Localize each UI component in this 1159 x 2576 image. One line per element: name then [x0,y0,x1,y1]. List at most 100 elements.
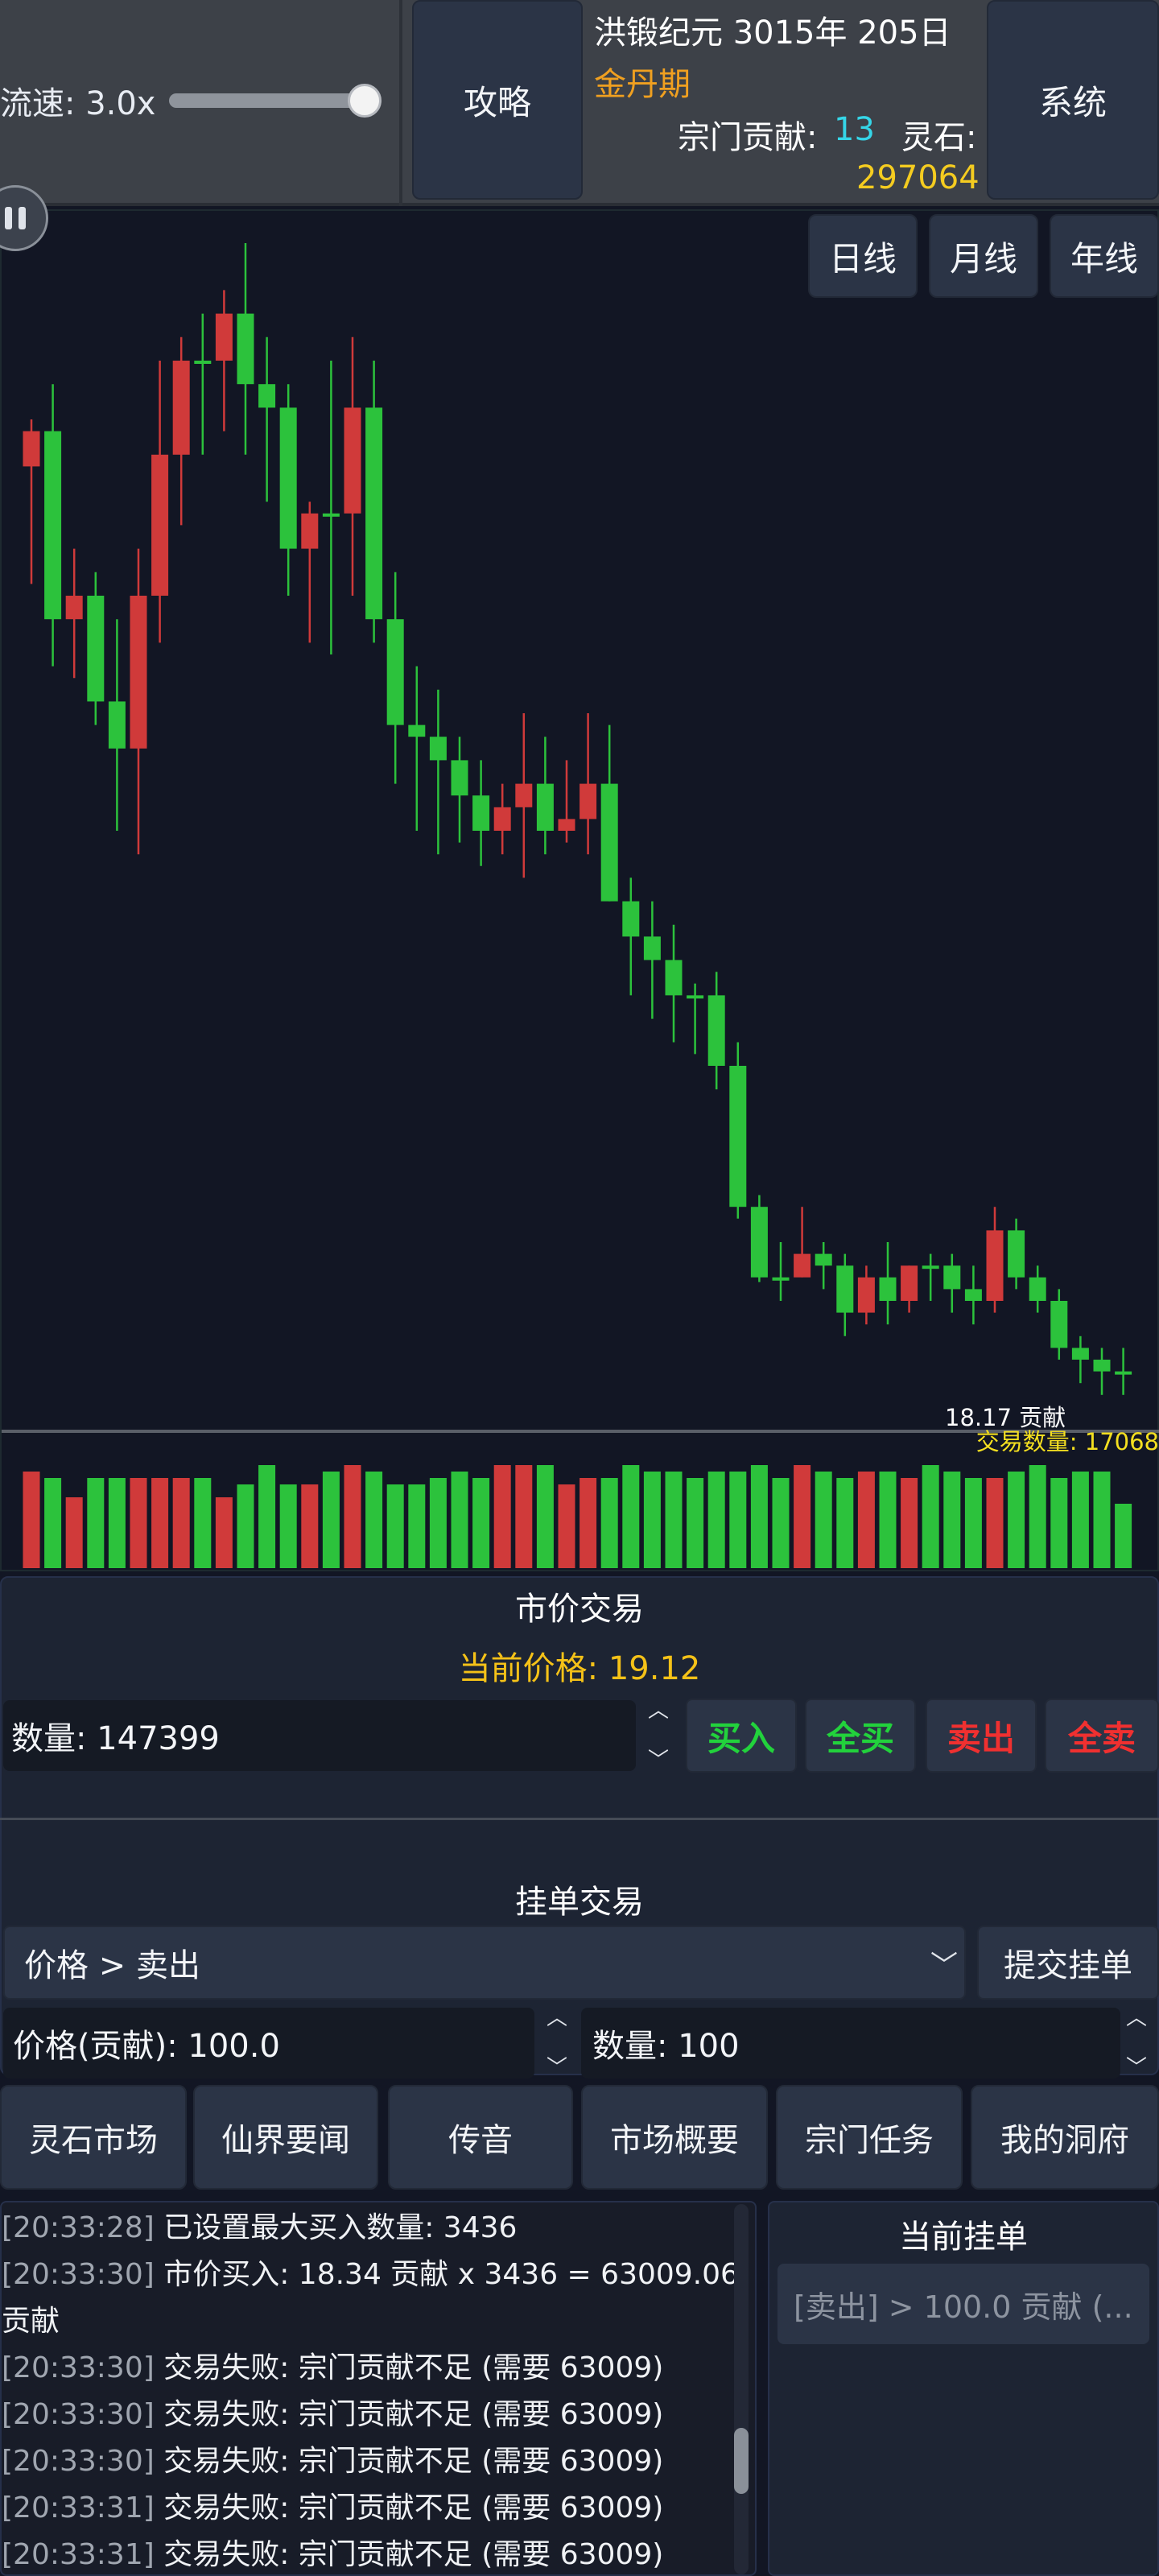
log-time: [20:33:30] [2,2445,155,2478]
volume-bar [964,1478,982,1568]
cultivation-realm: 金丹期 [594,66,691,103]
candle-body [322,513,340,517]
speed-slider-handle[interactable] [348,84,382,118]
log-line: [20:33:30] 交易失败: 宗门贡献不足 (需要 63009) [2,2438,663,2479]
volume-bar [279,1484,297,1568]
tab-spirit-stone-market[interactable]: 灵石市场 [0,2085,187,2190]
volume-bar [472,1478,490,1568]
guide-button[interactable]: 攻略 [412,0,583,200]
volume-bar [108,1478,126,1568]
tab-market-overview[interactable]: 市场概要 [581,2085,768,2190]
order-price-input[interactable]: 价格(贡献): 100.0 [3,2008,534,2079]
candle-body [237,313,254,385]
submit-order-button[interactable]: 提交挂单 [977,1926,1159,2000]
candle-body [558,819,575,831]
log-time: [20:33:30] [2,2351,155,2384]
price-chart [0,209,1159,1571]
spirit-stone-label: 灵石: [901,119,977,156]
log-scrollbar[interactable] [734,2204,749,2574]
chevron-up-icon[interactable]: ︿ [1125,2006,1147,2030]
volume-bar [408,1484,426,1568]
volume-bar [643,1472,661,1568]
chevron-down-icon[interactable]: ﹀ [546,2056,567,2080]
candle-body [493,807,511,831]
speed-label: 流速: 3.0x [0,85,156,122]
volume-bar [172,1478,190,1568]
log-time: [20:33:28] [2,2211,155,2244]
volume-bar [365,1472,383,1568]
candle-body [750,1207,768,1278]
candle-body [451,760,468,796]
volume-bar [943,1472,961,1568]
order-price-stepper[interactable]: ︿ ﹀ [546,2008,568,2079]
contribution-label: 宗门贡献: [678,119,818,156]
candle-body [879,1277,897,1301]
log-text: 交易失败: 宗门贡献不足 (需要 63009) [154,2351,664,2384]
candle-body [279,407,297,549]
tab-my-cave[interactable]: 我的洞府 [971,2085,1159,2190]
buy-button[interactable]: 买入 [686,1699,797,1773]
chevron-down-icon[interactable]: ﹀ [1125,2056,1147,2080]
candle-body [87,596,105,702]
message-log[interactable]: [20:33:28] 已设置最大买入数量: 3436 [20:33:30] 市价… [0,2201,757,2576]
log-scrollbar-thumb[interactable] [734,2428,749,2494]
candle-body [1071,1348,1089,1360]
volume-bar [65,1497,83,1568]
bottom-tabs: 灵石市场 仙界要闻 传音 市场概要 宗门任务 我的洞府 [0,2085,1159,2193]
volume-bar [815,1472,832,1568]
volume-bar [707,1472,725,1568]
volume-bar [687,1478,704,1568]
candle-body [964,1289,982,1301]
pause-button[interactable] [0,185,48,251]
volume-bar [1008,1472,1025,1568]
chevron-down-icon[interactable]: ﹀ [930,1950,958,1982]
log-line: 贡献 [2,2297,60,2339]
candle-body [943,1265,961,1290]
volume-bar [322,1472,340,1568]
order-amount-stepper[interactable]: ︿ ﹀ [1125,2008,1148,2079]
sell-all-button[interactable]: 全卖 [1045,1699,1159,1773]
candle-body [922,1265,939,1269]
volume-bar [879,1472,897,1568]
order-amount-input[interactable]: 数量: 100 [581,2008,1120,2079]
period-button-day[interactable]: 日线 [808,214,918,298]
log-time: [20:33:30] [2,2398,155,2431]
log-text: 市价买入: 18.34 贡献 x 3436 = 63009.06 [154,2258,739,2291]
volume-bar [580,1478,597,1568]
candle-body [622,901,640,937]
candle-body [215,313,233,361]
chevron-up-icon[interactable]: ︿ [647,1699,669,1723]
volume-bar [665,1472,683,1568]
system-button[interactable]: 系统 [987,0,1159,200]
speed-slider-track[interactable] [169,93,380,108]
volume-bar [729,1472,747,1568]
sell-button[interactable]: 卖出 [926,1699,1037,1773]
volume-bar [901,1478,918,1568]
volume-bar [23,1472,40,1568]
log-line: [20:33:31] 交易失败: 宗门贡献不足 (需要 63009) [2,2484,663,2526]
buy-all-button[interactable]: 全买 [805,1699,916,1773]
candle-body [643,936,661,960]
candle-body [1093,1360,1111,1372]
order-type-select[interactable]: 价格 > 卖出 [3,1926,966,2000]
volume-bar [344,1465,361,1568]
tab-news[interactable]: 仙界要闻 [193,2085,378,2190]
quantity-stepper[interactable]: ︿ ﹀ [647,1700,670,1771]
tab-sect-tasks[interactable]: 宗门任务 [776,2085,963,2190]
candle-body [600,783,618,902]
chevron-up-icon[interactable]: ︿ [546,2006,567,2030]
period-button-month[interactable]: 月线 [929,214,1038,298]
last-price-label: 18.17 贡献 [945,1404,1066,1431]
candle-body [301,513,319,549]
volume-bar [493,1465,511,1568]
volume-bar [194,1478,212,1568]
period-button-year[interactable]: 年线 [1050,214,1159,298]
log-line: [20:33:28] 已设置最大买入数量: 3436 [2,2204,517,2246]
candle-body [707,995,725,1066]
quantity-input[interactable]: 数量: 147399 [3,1700,636,1771]
chevron-down-icon[interactable]: ﹀ [647,1748,669,1773]
log-time: [20:33:31] [2,2538,155,2571]
tab-messages[interactable]: 传音 [388,2085,573,2190]
open-order-item[interactable]: [卖出] > 100.0 贡献 (... [777,2264,1149,2344]
candle-body [194,361,212,364]
